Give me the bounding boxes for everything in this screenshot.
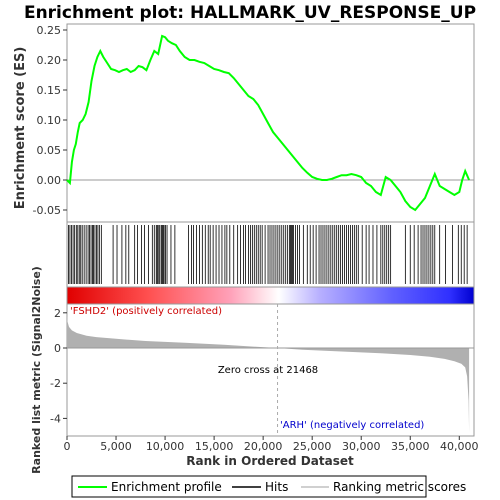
x-tick-label: 0 (64, 440, 71, 453)
es-y-tick-label: 0.20 (37, 54, 62, 67)
chart-title: Enrichment plot: HALLMARK_UV_RESPONSE_UP (24, 3, 476, 23)
metric-y-tick-label: -4 (50, 412, 61, 425)
legend-metric-label: Ranking metric scores (333, 480, 466, 494)
positive-correlation-label: 'FSHD2' (positively correlated) (70, 306, 222, 317)
es-y-tick-label: 0.25 (37, 24, 62, 37)
metric-y-tick-label: 2 (54, 307, 61, 320)
es-panel-frame (66, 23, 475, 223)
es-panel: -0.05 0.00 0.05 0.10 0.15 0.20 0.25 Enrichment… (13, 23, 475, 223)
ranked-metric-panel: 'FSHD2' (positively correlated) 'ARH' (n… (30, 266, 479, 474)
es-y-tick-label: 0.10 (37, 114, 62, 127)
metric-y-axis-label: Ranked list metric (Signal2Noise) (30, 266, 43, 474)
zero-cross-label: Zero cross at 21468 (218, 365, 318, 376)
es-y-tick-label: 0.00 (37, 174, 62, 187)
metric-y-tick-label: 0 (54, 342, 61, 355)
x-tick-label: 10,000 (146, 440, 185, 453)
es-y-axis-label: Enrichment score (ES) (13, 47, 28, 210)
x-tick-label: 40,000 (440, 440, 479, 453)
hits-marks (68, 225, 468, 284)
legend: Enrichment profile Hits Ranking metric s… (71, 475, 466, 498)
x-tick-label: 35,000 (391, 440, 430, 453)
ranking-color-bar (66, 286, 475, 305)
x-axis: 0 5,000 10,000 15,000 20,000 25,000 30,000 35,0… (64, 436, 479, 453)
x-tick-label: 30,000 (342, 440, 381, 453)
enrichment-profile-line (66, 34, 471, 212)
x-tick-label: 15,000 (195, 440, 234, 453)
negative-correlation-label: 'ARH' (negatively correlated) (280, 420, 424, 431)
x-tick-label: 25,000 (293, 440, 332, 453)
metric-y-axis: -4 -2 0 2 (50, 307, 67, 425)
es-y-axis: -0.05 0.00 0.05 0.10 0.15 0.20 0.25 (33, 24, 67, 217)
legend-hits-label: Hits (265, 480, 288, 494)
es-y-tick-label: 0.05 (37, 144, 62, 157)
metric-y-tick-label: -2 (50, 377, 61, 390)
x-tick-label: 5,000 (100, 440, 132, 453)
hits-panel (66, 221, 475, 288)
ranked-panel-frame (66, 303, 475, 437)
x-tick-label: 20,000 (244, 440, 283, 453)
hits-panel-frame (66, 221, 475, 288)
es-y-tick-label: -0.05 (33, 204, 61, 217)
legend-profile-label: Enrichment profile (111, 480, 222, 494)
x-axis-label: Rank in Ordered Dataset (186, 454, 354, 468)
es-y-tick-label: 0.15 (37, 84, 62, 97)
